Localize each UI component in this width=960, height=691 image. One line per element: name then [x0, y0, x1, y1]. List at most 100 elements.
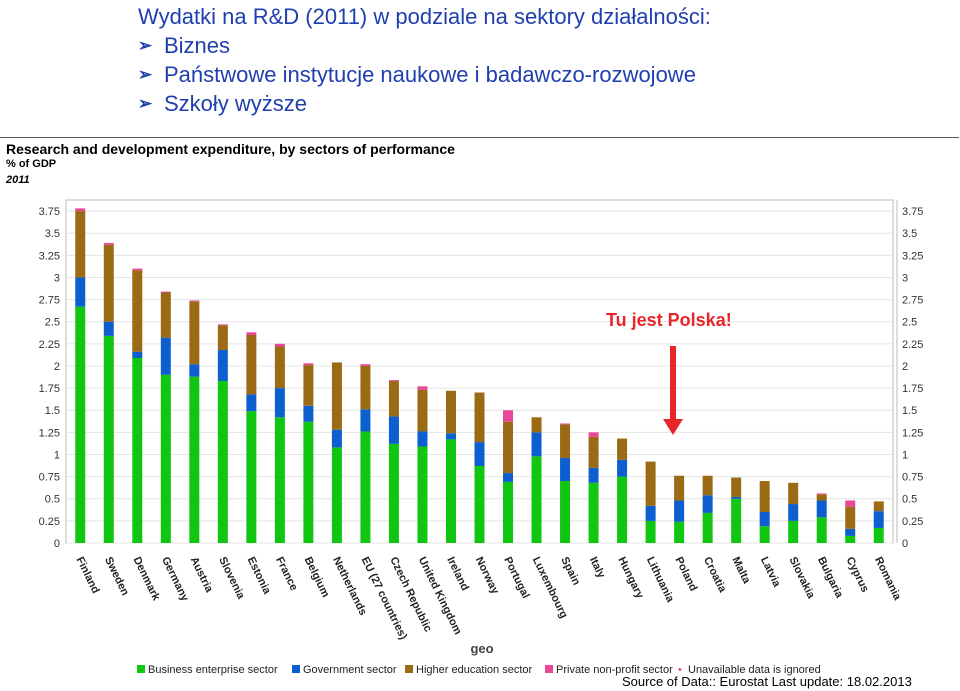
y-tick-label-right: 2.75: [902, 295, 923, 307]
bar-segment: [132, 268, 143, 271]
bar-segment: [588, 432, 599, 437]
bar-segment: [103, 242, 114, 245]
bar-segment: [674, 500, 685, 522]
bar-segment: [303, 421, 314, 543]
slide-title: Wydatki na R&D (2011) w podziale na sekt…: [138, 4, 711, 29]
x-axis-title: geo: [470, 641, 493, 656]
bar-segment: [360, 364, 371, 366]
bullet-item: ➢ Szkoły wyższe: [138, 89, 938, 118]
annotation-arrow-icon: [663, 419, 683, 435]
x-tick-label: Slovenia: [216, 555, 247, 602]
y-tick-label-left: 3.25: [39, 250, 60, 262]
y-tick-label-left: 1.75: [39, 383, 60, 395]
y-tick-label-left: 0.75: [39, 472, 60, 484]
legend-swatch: [405, 665, 413, 673]
bar-segment: [531, 432, 542, 457]
y-tick-label-left: 1.5: [45, 405, 60, 417]
bar-segment: [103, 244, 114, 322]
y-tick-label-left: 0: [54, 538, 60, 550]
bar-segment: [759, 481, 770, 513]
bar-segment: [873, 527, 884, 543]
bar-segment: [731, 496, 742, 499]
slide-title-block: Wydatki na R&D (2011) w podziale na sekt…: [138, 2, 938, 118]
bullet-text: Biznes: [164, 33, 231, 58]
bullet-text: Szkoły wyższe: [164, 91, 308, 116]
bullet-item: ➢ Państwowe instytucje naukowe i badawczo…: [138, 60, 938, 89]
arrow-bullet-icon: ➢: [138, 94, 153, 113]
bar-segment: [246, 334, 257, 395]
x-tick-label: Finland: [74, 555, 102, 595]
bar-segment: [103, 321, 114, 336]
y-tick-label-right: 1: [902, 449, 908, 461]
bar-segment: [845, 535, 856, 543]
bar-segment: [445, 433, 456, 440]
bar-segment: [217, 324, 228, 326]
bar-segment: [674, 521, 685, 543]
legend-label: Government sector: [303, 664, 397, 676]
bar-segment: [759, 526, 770, 543]
bar-segment: [160, 291, 171, 293]
bar-segment: [75, 211, 86, 278]
bar-segment: [816, 517, 827, 543]
bar-segment: [189, 301, 200, 365]
bar-segment: [303, 365, 314, 406]
bar-segment: [274, 346, 285, 389]
y-tick-label-right: 3.25: [902, 250, 923, 262]
x-tick-label: Romania: [872, 555, 904, 603]
x-tick-label: Cyprus: [844, 555, 871, 594]
bar-segment: [132, 270, 143, 352]
x-tick-label: Bulgaria: [815, 555, 845, 601]
x-tick-label: Estonia: [245, 555, 274, 597]
bar-segment: [445, 390, 456, 434]
y-tick-label-left: 2.25: [39, 339, 60, 351]
x-tick-label: Hungary: [615, 555, 646, 601]
bar-segment: [160, 374, 171, 543]
bar-segment: [617, 438, 628, 460]
x-tick-label: Poland: [672, 555, 699, 593]
legend-label: Higher education sector: [416, 664, 533, 676]
bar-segment: [132, 351, 143, 359]
x-tick-label: Germany: [159, 555, 191, 604]
bar-segment: [388, 416, 399, 444]
y-tick-label-left: 2: [54, 361, 60, 373]
poland-annotation: Tu jest Polska!: [606, 310, 732, 330]
y-tick-label-right: 0.5: [902, 494, 917, 506]
bar-segment: [474, 465, 485, 543]
bar-segment: [217, 325, 228, 351]
bullet-text: Państwowe instytucje naukowe i badawczo-…: [164, 62, 696, 87]
bar-segment: [645, 461, 656, 506]
y-tick-label-right: 3.75: [902, 206, 923, 218]
bar-segment: [388, 443, 399, 543]
y-tick-label-left: 1: [54, 449, 60, 461]
legend-note: Unavailable data is ignored: [688, 664, 821, 676]
bar-segment: [331, 362, 342, 430]
legend-swatch: [292, 665, 300, 673]
bar-segment: [702, 512, 713, 543]
x-tick-label: Croatia: [701, 555, 729, 595]
bar-segment: [617, 459, 628, 477]
bar-segment: [331, 429, 342, 448]
y-tick-label-left: 3: [54, 272, 60, 284]
bar-segment: [75, 208, 86, 212]
chart-year: 2011: [6, 174, 30, 186]
bar-segment: [160, 292, 171, 338]
y-tick-label-right: 2.25: [902, 339, 923, 351]
annotation-arrow-shaft: [670, 346, 676, 420]
bar-segment: [388, 380, 399, 382]
x-tick-label: Malta: [729, 555, 752, 586]
y-tick-label-right: 1.75: [902, 383, 923, 395]
bar-segment: [474, 392, 485, 443]
bar-segment: [417, 386, 428, 390]
bar-segment: [274, 343, 285, 347]
y-tick-label-left: 3.75: [39, 206, 60, 218]
bar-segment: [360, 365, 371, 410]
bar-segment: [873, 501, 884, 512]
bar-segment: [417, 446, 428, 543]
y-tick-label-right: 3: [902, 272, 908, 284]
x-tick-label: Portugal: [501, 555, 531, 600]
x-tick-label: Norway: [473, 555, 502, 597]
bar-segment: [360, 431, 371, 543]
legend-label: Private non-profit sector: [556, 664, 673, 676]
legend-swatch: [545, 665, 553, 673]
bar-segment: [503, 473, 514, 482]
